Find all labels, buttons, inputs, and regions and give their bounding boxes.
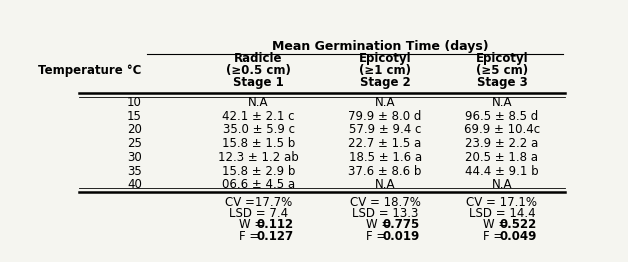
Text: (≥1 cm): (≥1 cm) <box>359 64 411 77</box>
Text: 12.3 ± 1.2 ab: 12.3 ± 1.2 ab <box>218 151 299 164</box>
Text: 37.6 ± 8.6 b: 37.6 ± 8.6 b <box>349 165 422 178</box>
Text: Stage 1: Stage 1 <box>233 77 284 89</box>
Text: W =: W = <box>366 218 395 231</box>
Text: Epicotyl: Epicotyl <box>475 52 528 65</box>
Text: Epicotyl: Epicotyl <box>359 52 411 65</box>
Text: W =: W = <box>239 218 268 231</box>
Text: Stage 2: Stage 2 <box>360 77 411 89</box>
Text: N.A: N.A <box>492 96 512 109</box>
Text: 35: 35 <box>127 165 142 178</box>
Text: 57.9 ± 9.4 c: 57.9 ± 9.4 c <box>349 123 421 137</box>
Text: F =: F = <box>483 230 507 243</box>
Text: N.A: N.A <box>248 96 269 109</box>
Text: 69.9 ± 10.4c: 69.9 ± 10.4c <box>464 123 540 137</box>
Text: N.A: N.A <box>375 178 396 191</box>
Text: 0.127: 0.127 <box>256 230 293 243</box>
Text: 25: 25 <box>127 137 142 150</box>
Text: 0.522: 0.522 <box>500 218 537 231</box>
Text: CV = 17.1%: CV = 17.1% <box>467 196 538 209</box>
Text: Stage 3: Stage 3 <box>477 77 528 89</box>
Text: LSD = 14.4: LSD = 14.4 <box>468 207 535 220</box>
Text: W =: W = <box>483 218 512 231</box>
Text: N.A: N.A <box>492 178 512 191</box>
Text: 0.112: 0.112 <box>256 218 293 231</box>
Text: 20: 20 <box>127 123 142 137</box>
Text: Mean Germination Time (days): Mean Germination Time (days) <box>272 40 489 52</box>
Text: N.A: N.A <box>375 96 396 109</box>
Text: 40: 40 <box>127 178 142 191</box>
Text: 35.0 ± 5.9 c: 35.0 ± 5.9 c <box>222 123 295 137</box>
Text: 0.775: 0.775 <box>383 218 420 231</box>
Text: 44.4 ± 9.1 b: 44.4 ± 9.1 b <box>465 165 539 178</box>
Text: 15: 15 <box>127 110 142 123</box>
Text: 23.9 ± 2.2 a: 23.9 ± 2.2 a <box>465 137 539 150</box>
Text: 20.5 ± 1.8 a: 20.5 ± 1.8 a <box>465 151 538 164</box>
Text: 18.5 ± 1.6 a: 18.5 ± 1.6 a <box>349 151 421 164</box>
Text: 22.7 ± 1.5 a: 22.7 ± 1.5 a <box>349 137 422 150</box>
Text: 79.9 ± 8.0 d: 79.9 ± 8.0 d <box>349 110 422 123</box>
Text: Temperature °C: Temperature °C <box>38 64 142 77</box>
Text: 15.8 ± 1.5 b: 15.8 ± 1.5 b <box>222 137 295 150</box>
Text: 15.8 ± 2.9 b: 15.8 ± 2.9 b <box>222 165 295 178</box>
Text: 30: 30 <box>127 151 142 164</box>
Text: F =: F = <box>366 230 390 243</box>
Text: 06.6 ± 4.5 a: 06.6 ± 4.5 a <box>222 178 295 191</box>
Text: 42.1 ± 2.1 c: 42.1 ± 2.1 c <box>222 110 295 123</box>
Text: 96.5 ± 8.5 d: 96.5 ± 8.5 d <box>465 110 539 123</box>
Text: LSD = 7.4: LSD = 7.4 <box>229 207 288 220</box>
Text: CV = 18.7%: CV = 18.7% <box>350 196 421 209</box>
Text: LSD = 13.3: LSD = 13.3 <box>352 207 418 220</box>
Text: 0.049: 0.049 <box>500 230 537 243</box>
Text: (≥5 cm): (≥5 cm) <box>476 64 528 77</box>
Text: CV =17.7%: CV =17.7% <box>225 196 292 209</box>
Text: Radicle: Radicle <box>234 52 283 65</box>
Text: 0.019: 0.019 <box>383 230 420 243</box>
Text: (≥0.5 cm): (≥0.5 cm) <box>226 64 291 77</box>
Text: F =: F = <box>239 230 263 243</box>
Text: 10: 10 <box>127 96 142 109</box>
